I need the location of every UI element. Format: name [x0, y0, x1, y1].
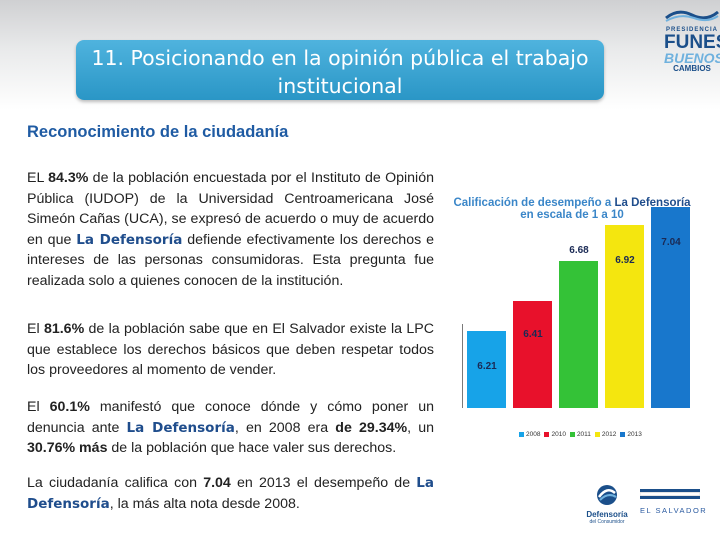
bar-value-label: 6.68: [569, 245, 589, 256]
p4-text-2: en 2013 el desempeño de: [230, 475, 417, 491]
bar-value-label: 7.04: [661, 237, 681, 248]
legend-swatch: [544, 431, 550, 437]
p4-text-1: La ciudadanía califica con: [27, 475, 204, 491]
el-salvador-logo: EL SALVADOR: [639, 486, 710, 515]
bar-2013: [651, 207, 690, 408]
p3-text-3: , en 2008 era: [234, 419, 336, 436]
el-salvador-text: EL SALVADOR: [640, 506, 708, 515]
logo-line-4: CAMBIOS: [673, 64, 711, 73]
logo-line-3: BUENOS: [664, 50, 720, 66]
p1-text-1: EL: [27, 170, 49, 186]
legend-label: 2013: [627, 431, 642, 438]
bar-2010: [513, 301, 552, 408]
legend-label: 2011: [576, 431, 591, 438]
p3-brand: La Defensoría: [126, 419, 235, 436]
legend-swatch: [519, 431, 524, 437]
defensoria-emblem-icon: [597, 485, 617, 505]
p3-percent: 60.1%: [49, 399, 90, 415]
paragraph-4: La ciudadanía califica con 7.04 en 2013 …: [27, 473, 434, 514]
paragraph-3: El 60.1% manifestó que conoce dónde y có…: [27, 397, 434, 459]
flag-stripe-icon: [639, 489, 701, 499]
bar-value-label: 6.92: [615, 255, 635, 266]
bar-value-label: 6.41: [523, 329, 543, 340]
legend-swatch: [594, 431, 600, 437]
presidency-logo: PRESIDENCIA FUNES BUENOS CAMBIOS: [664, 8, 720, 73]
chart-title-part-1: Calificación de desempeño a: [453, 197, 615, 209]
wave-icon: [665, 10, 719, 22]
p3-value-2008: de 29.34%: [335, 419, 408, 436]
chart-axis: [462, 324, 463, 408]
paragraph-2: El 81.6% de la población sabe que en El …: [27, 319, 434, 381]
legend-label: 2008: [526, 431, 541, 438]
p3-text-2: manifestó que conoce dónde y cómo poner …: [27, 399, 434, 436]
legend-swatch: [620, 431, 626, 437]
defensoria-logo: Defensoría del Consumidor: [582, 484, 632, 536]
bar-2011: [559, 261, 598, 408]
page-title: 11. Posicionando en la opinión pública e…: [91, 46, 589, 98]
p4-brand: La Defensoría: [27, 475, 434, 512]
p2-text-2: de la población sabe que en El Salvador …: [27, 321, 434, 378]
p4-text-3: , la más alta nota desde 2008.: [109, 495, 300, 512]
title-banner: 11. Posicionando en la opinión pública e…: [76, 40, 604, 100]
p3-text-4: , un: [407, 419, 435, 436]
p1-percent: 84.3%: [48, 170, 89, 186]
p3-text-1: El: [27, 399, 50, 415]
chart-title-brand: La Defensoría: [614, 197, 691, 209]
legend-swatch: [569, 431, 575, 437]
defensoria-logo-name: Defensoría: [586, 510, 628, 519]
bar-2012: [605, 225, 644, 408]
p1-brand: La Defensoría: [76, 231, 183, 248]
legend-label: 2010: [551, 431, 566, 438]
p2-text-1: El: [27, 321, 44, 337]
defensoria-logo-sub: del Consumidor: [589, 519, 625, 525]
logo-line-1: PRESIDENCIA: [665, 27, 718, 33]
bar-value-label: 6.21: [477, 361, 497, 372]
section-heading: Reconocimiento de la ciudadanía: [27, 123, 289, 141]
legend-label: 2012: [601, 431, 617, 438]
p1-text-3: defiende efectivamente los derechos e in…: [27, 231, 434, 289]
chart-legend: 2008 2010 2011 2012 2013: [515, 431, 642, 438]
p2-percent: 81.6%: [43, 321, 85, 337]
bar-2008: [467, 331, 506, 408]
p4-score: 7.04: [203, 475, 231, 491]
paragraph-1: EL 84.3% de la población encuestada por …: [27, 168, 434, 291]
logo-line-2: FUNES: [664, 32, 720, 53]
p3-increase: 30.76% más: [27, 440, 108, 456]
chart-title-part-2: en escala de 1 a 10: [520, 209, 624, 221]
p3-text-5: de la población que hace valer sus derec…: [107, 440, 397, 456]
p1-text-2: de la población encuestada por el Instit…: [27, 170, 434, 248]
chart-title: Calificación de desempeño a La Defensorí…: [452, 197, 692, 221]
